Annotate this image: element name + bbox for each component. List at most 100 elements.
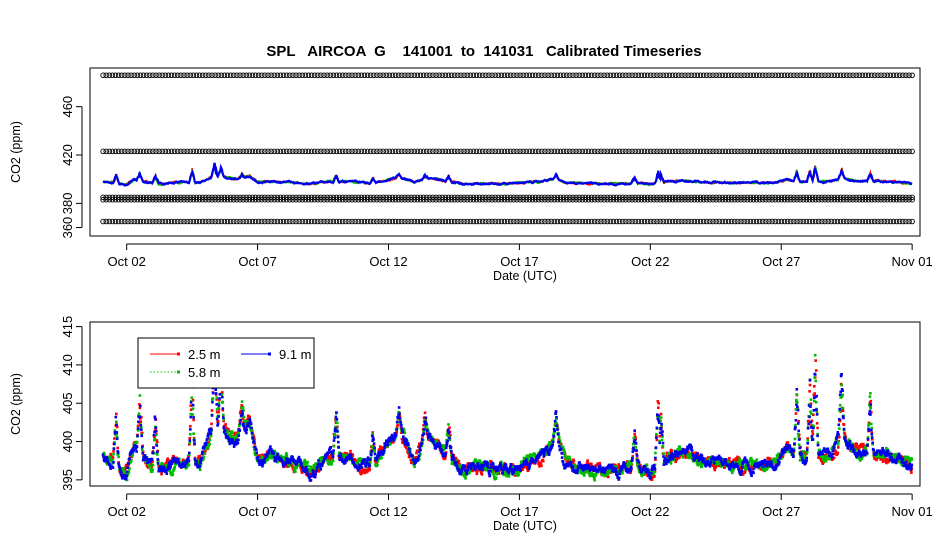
reference-point: [610, 148, 617, 155]
data-point: [112, 447, 116, 450]
data-point: [245, 419, 248, 423]
data-point: [406, 445, 410, 448]
reference-point: [629, 218, 635, 225]
data-point: [749, 456, 753, 460]
reference-point: [672, 72, 679, 79]
data-point: [217, 408, 221, 411]
reference-point: [539, 148, 545, 155]
reference-point: [844, 72, 850, 79]
reference-point: [800, 148, 806, 155]
reference-point: [143, 148, 150, 155]
reference-point: [663, 196, 670, 203]
reference-point: [766, 72, 772, 79]
data-point: [402, 429, 406, 432]
reference-point: [221, 196, 228, 203]
data-point: [169, 465, 172, 469]
data-point: [140, 428, 143, 431]
data-point: [655, 434, 658, 438]
reference-point: [672, 148, 679, 155]
reference-point: [324, 218, 330, 225]
data-point: [138, 403, 141, 406]
reference-point: [651, 196, 657, 203]
reference-point: [296, 218, 302, 225]
reference-point: [884, 148, 891, 155]
reference-point: [756, 148, 763, 155]
reference-point: [595, 72, 601, 79]
reference-point: [604, 196, 610, 203]
reference-point: [529, 218, 536, 225]
reference-point: [324, 72, 330, 79]
reference-point: [467, 148, 474, 155]
data-point: [869, 406, 873, 410]
data-point: [655, 438, 659, 442]
data-point: [906, 455, 910, 459]
reference-point: [237, 148, 243, 155]
reference-point: [156, 196, 162, 203]
data-point: [628, 463, 632, 466]
reference-point: [483, 148, 489, 155]
data-point: [670, 449, 674, 452]
reference-point: [371, 218, 377, 225]
reference-point: [585, 148, 592, 155]
reference-point: [358, 196, 365, 203]
reference-point: [231, 196, 237, 203]
reference-point: [514, 218, 520, 225]
data-point: [204, 445, 208, 448]
reference-point: [853, 218, 859, 225]
data-point: [331, 459, 335, 463]
data-point: [145, 456, 148, 459]
reference-point: [206, 72, 212, 79]
reference-point: [840, 72, 847, 79]
reference-point: [240, 218, 246, 225]
data-point: [425, 427, 428, 430]
reference-point: [119, 148, 125, 155]
reference-point: [816, 148, 822, 155]
reference-point: [769, 72, 775, 79]
data-point: [658, 439, 661, 443]
data-point: [796, 401, 799, 404]
reference-point: [147, 218, 153, 225]
data-point: [608, 470, 611, 474]
reference-point: [691, 148, 698, 155]
data-point: [561, 445, 565, 449]
reference-point: [265, 148, 271, 155]
reference-point: [389, 196, 396, 203]
reference-point: [367, 196, 374, 203]
data-point: [343, 451, 347, 455]
data-point: [113, 437, 116, 440]
data-point: [127, 470, 131, 473]
reference-point: [153, 72, 159, 79]
reference-point: [629, 148, 635, 155]
reference-point: [679, 148, 685, 155]
data-point: [344, 454, 348, 458]
reference-point: [190, 148, 197, 155]
data-point: [539, 462, 543, 465]
data-point: [131, 454, 135, 457]
reference-point: [399, 72, 405, 79]
reference-point: [567, 218, 573, 225]
reference-point: [896, 218, 903, 225]
data-point: [189, 432, 192, 436]
data-point: [892, 456, 895, 459]
data-point: [885, 457, 889, 461]
reference-point: [725, 72, 732, 79]
data-point: [805, 452, 808, 456]
reference-point: [635, 148, 642, 155]
reference-point: [781, 218, 788, 225]
data-point: [171, 473, 175, 476]
reference-point: [750, 72, 757, 79]
data-point: [138, 394, 142, 397]
data-point: [860, 457, 864, 461]
data-point: [124, 477, 127, 481]
reference-point: [542, 196, 548, 203]
reference-point: [411, 218, 418, 225]
data-point: [700, 465, 704, 468]
data-point: [221, 391, 224, 394]
reference-point: [756, 218, 763, 225]
data-point: [743, 465, 746, 468]
data-point: [409, 458, 413, 462]
data-point: [821, 462, 825, 465]
data-point: [772, 461, 775, 464]
y-tick-label: 415: [60, 316, 75, 338]
reference-point: [887, 72, 894, 79]
